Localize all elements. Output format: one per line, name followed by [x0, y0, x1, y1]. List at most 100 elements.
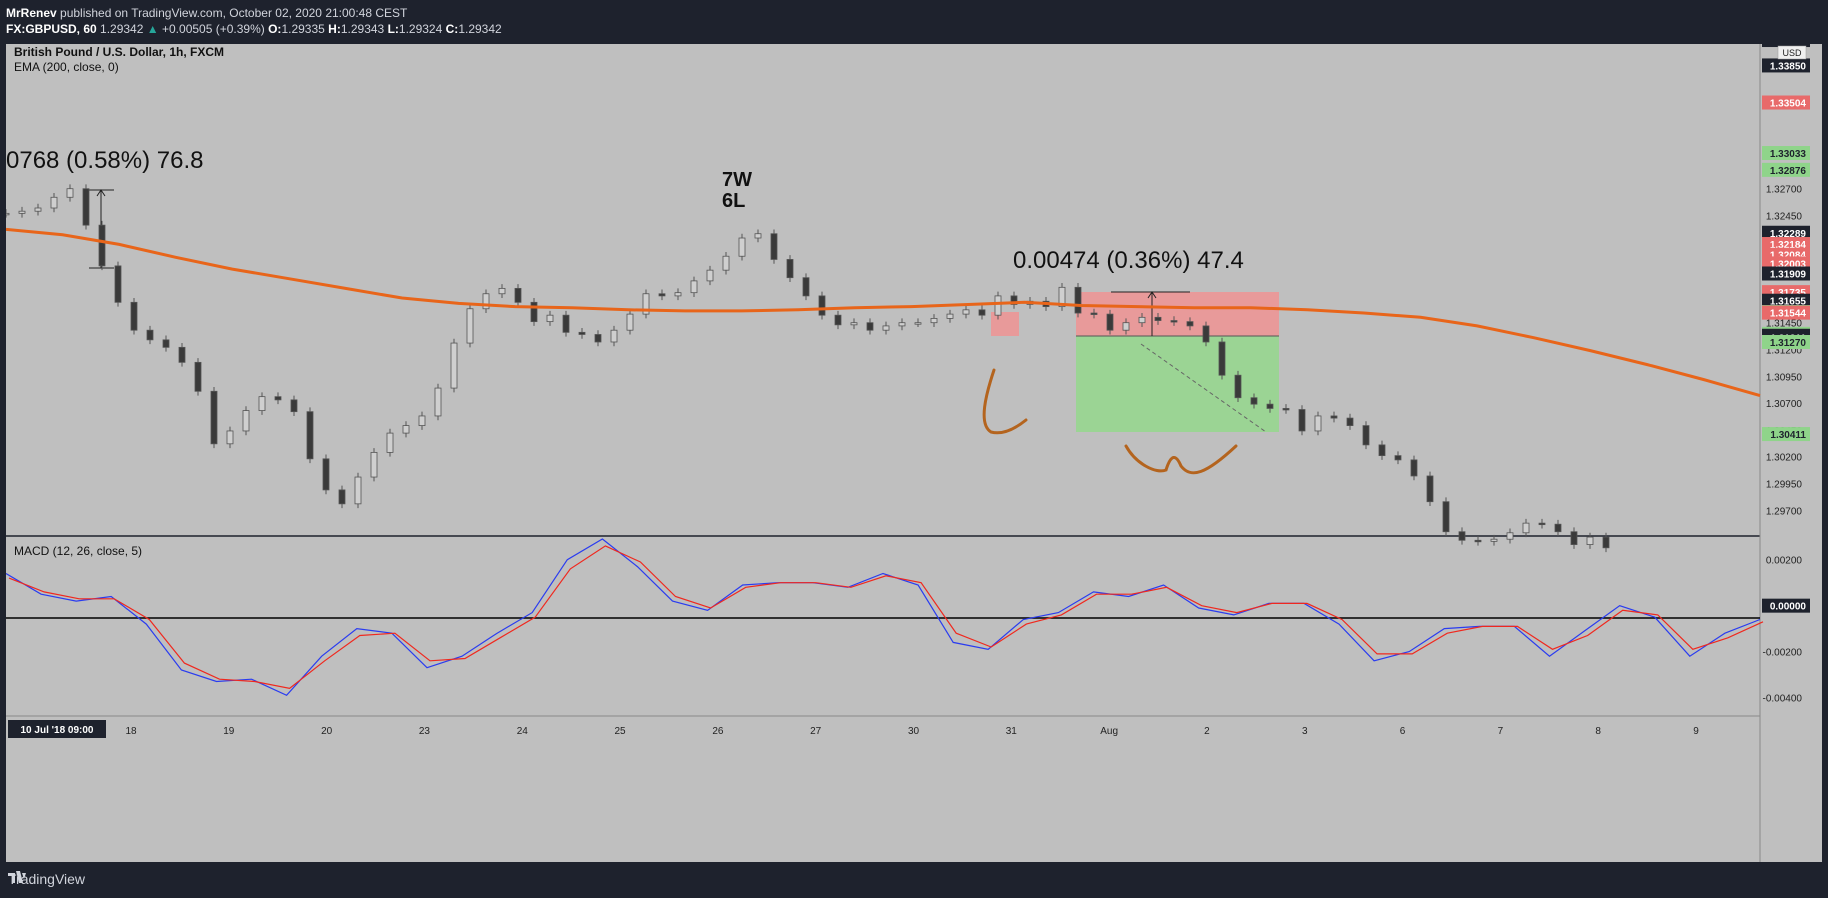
candle-body: [6, 212, 10, 216]
currency-label: USD: [1782, 48, 1802, 58]
candle-body: [978, 309, 986, 316]
macd-current-bg: [1762, 598, 1810, 613]
candle-body: [930, 318, 938, 324]
price-label-text: 1.34087: [1770, 44, 1807, 47]
candle-body: [1362, 425, 1370, 446]
candle-body: [530, 301, 538, 323]
price-label-text: 1.32003: [1770, 259, 1807, 270]
candle-body: [274, 396, 282, 401]
quote-line: FX:GBPUSD, 60 1.29342 ▲ +0.00505 (+0.39%…: [6, 22, 502, 36]
trade-path-line: [1140, 343, 1267, 433]
candle-body: [1538, 522, 1546, 526]
candle-body: [18, 210, 26, 214]
candle-body: [306, 411, 314, 460]
measure-left-label: 0768 (0.58%) 76.8: [6, 147, 203, 174]
price-label-bg: [1762, 146, 1810, 161]
candle-body: [482, 293, 490, 310]
time-tick-label: 8: [1595, 726, 1601, 737]
macd-line: [6, 538, 1761, 697]
candle-body: [1378, 444, 1386, 457]
low-label: L:: [387, 22, 399, 36]
price-label-bg: [1762, 58, 1810, 73]
price-label-text: 1.31270: [1770, 338, 1807, 349]
time-tick-label: 31: [1006, 726, 1018, 737]
footer-bar: TradingView: [0, 862, 1828, 898]
price-label-text: 1.31909: [1770, 269, 1807, 280]
candle-body: [370, 451, 378, 478]
candle-body: [1314, 415, 1322, 432]
price-label-tag: 1.31270: [1762, 334, 1810, 349]
last-price: 1.29342: [100, 22, 144, 36]
price-label-tag: 1.33033: [1762, 146, 1810, 161]
candle-body: [1298, 409, 1306, 432]
up-arrow-icon: ▲: [146, 22, 159, 36]
price-tick-label: 1.32450: [1766, 212, 1803, 223]
tradingview-brand[interactable]: TradingView: [8, 871, 85, 887]
symbol-label[interactable]: FX:GBPUSD, 60: [6, 22, 97, 36]
candle-body: [610, 329, 618, 343]
time-tick-label: 9: [1693, 726, 1699, 737]
price-label-bg: [1762, 293, 1810, 308]
macd-tick-label: -0.00400: [1763, 694, 1803, 705]
candle-body: [66, 188, 74, 198]
publish-info: published on TradingView.com, October 02…: [60, 6, 408, 20]
risk-zone[interactable]: [1076, 292, 1279, 336]
candle-body: [114, 265, 122, 303]
candle-body: [594, 334, 602, 343]
price-tick-label: 1.29950: [1766, 479, 1803, 490]
candle-body: [626, 313, 634, 331]
candle-body: [498, 287, 506, 295]
high-value: 1.29343: [340, 22, 385, 36]
candle-body: [642, 293, 650, 315]
price-label-bg: [1762, 225, 1810, 240]
candle-body: [1490, 538, 1498, 542]
price-label-tag: 1.30411: [1762, 427, 1810, 442]
ema-legend[interactable]: EMA (200, close, 0): [14, 60, 119, 74]
candle-body: [834, 314, 842, 326]
candle-body: [658, 293, 666, 297]
measure-left-arrow-icon: [96, 189, 106, 197]
small-risk-zone[interactable]: [991, 312, 1019, 336]
time-tick-label: 24: [517, 726, 529, 737]
price-label-tag: 1.31544: [1762, 305, 1810, 320]
tradingview-logo-icon: [8, 871, 26, 883]
price-label-text: 1.30411: [1770, 430, 1806, 441]
reward-zone[interactable]: [1076, 336, 1279, 432]
price-tick-label: 1.30700: [1766, 399, 1803, 410]
candle-body: [914, 322, 922, 325]
candle-body: [1186, 321, 1194, 327]
open-value: 1.29335: [281, 22, 325, 36]
candle-body: [1170, 320, 1178, 323]
candle-body: [850, 322, 858, 326]
candle-body: [98, 224, 106, 267]
chart-area[interactable]: 0768 (0.58%) 76.8 7W 6L 0.00474 (0.36%) …: [6, 44, 1822, 862]
candle-body: [882, 325, 890, 331]
macd-axis[interactable]: 0.00200 0.00000 -0.00200 -0.00400: [1762, 556, 1810, 705]
price-chart[interactable]: 0768 (0.58%) 76.8 7W 6L 0.00474 (0.36%) …: [6, 44, 1822, 862]
candle-body: [994, 295, 1002, 316]
candle-body: [130, 301, 138, 331]
candle-body: [1554, 523, 1562, 533]
time-cursor-bg: [8, 720, 106, 738]
time-tick-label: 27: [810, 726, 822, 737]
price-label-bg: [1762, 44, 1810, 48]
time-axis[interactable]: 10 Jul '18 09:00 18 19 20 23 24 25 26 27 30 31 Aug 2…: [8, 720, 1699, 738]
macd-legend[interactable]: MACD (12, 26, close, 5): [14, 544, 142, 558]
candle-body: [466, 308, 474, 344]
time-tick-label: 25: [615, 726, 627, 737]
candle-body: [946, 313, 954, 319]
price-label-tag: 1.33504: [1762, 95, 1810, 110]
candle-body: [1442, 501, 1450, 533]
price-label-text: 1.32876: [1770, 166, 1807, 177]
candles-group: [6, 184, 1610, 553]
candle-body: [546, 314, 554, 323]
candle-body: [818, 295, 826, 316]
candle-body: [1522, 522, 1530, 534]
candle-body: [1394, 455, 1402, 461]
author-name[interactable]: MrRenev: [6, 6, 57, 20]
price-axis[interactable]: 1.327001.324501.322001.319501.317001.314…: [1762, 44, 1810, 517]
price-label-tag: 1.32184: [1762, 237, 1810, 252]
candle-body: [1506, 532, 1514, 540]
instrument-legend[interactable]: British Pound / U.S. Dollar, 1h, FXCM: [14, 45, 224, 59]
macd-tick-label: 0.00200: [1766, 556, 1803, 567]
